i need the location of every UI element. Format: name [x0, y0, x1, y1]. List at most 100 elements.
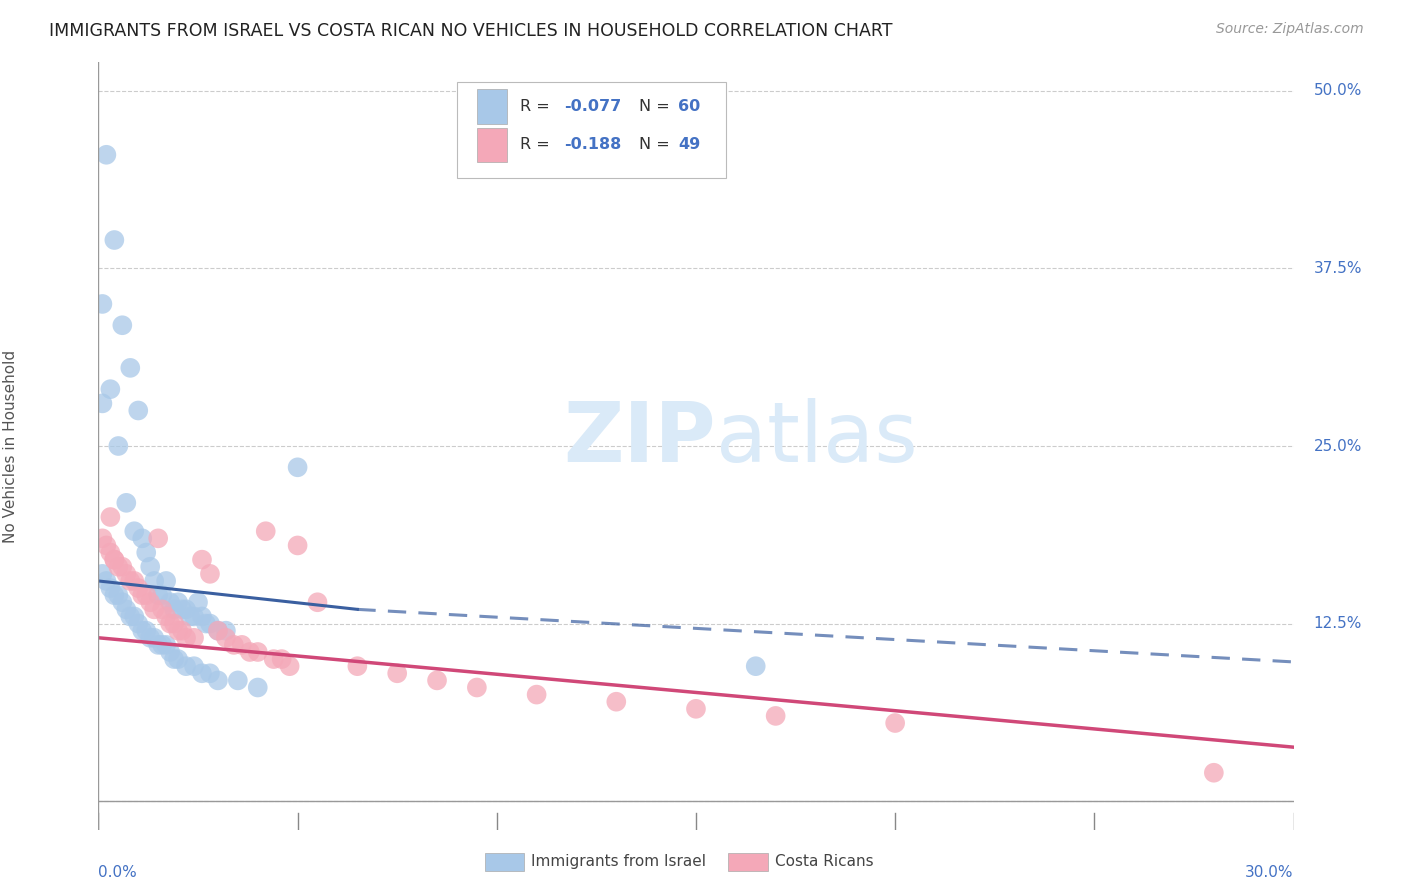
Text: IMMIGRANTS FROM ISRAEL VS COSTA RICAN NO VEHICLES IN HOUSEHOLD CORRELATION CHART: IMMIGRANTS FROM ISRAEL VS COSTA RICAN NO…: [49, 22, 893, 40]
Point: [124, 524, 146, 539]
Text: R =: R =: [520, 99, 555, 114]
Point: [111, 318, 134, 333]
Text: N =: N =: [638, 99, 675, 114]
Point: [215, 631, 238, 645]
Point: [167, 595, 190, 609]
Point: [207, 673, 229, 688]
Point: [103, 233, 125, 247]
Point: [246, 645, 269, 659]
Point: [111, 595, 134, 609]
Point: [207, 624, 229, 638]
Point: [163, 652, 186, 666]
Point: [91, 297, 114, 311]
Text: Costa Ricans: Costa Ricans: [775, 855, 873, 869]
Point: [263, 652, 285, 666]
Point: [135, 545, 157, 559]
Point: [183, 659, 205, 673]
Point: [155, 574, 177, 588]
Point: [231, 638, 253, 652]
Text: ZIP: ZIP: [564, 399, 716, 479]
Point: [163, 602, 186, 616]
Point: [172, 602, 194, 616]
Point: [107, 588, 129, 602]
Text: -0.188: -0.188: [565, 137, 621, 153]
Point: [91, 396, 114, 410]
Text: 37.5%: 37.5%: [1313, 261, 1362, 276]
Point: [198, 616, 221, 631]
Text: 50.0%: 50.0%: [1313, 83, 1362, 98]
Point: [172, 624, 194, 638]
Point: [115, 602, 138, 616]
Point: [91, 532, 114, 546]
Text: 0.0%: 0.0%: [98, 865, 138, 880]
Point: [150, 638, 173, 652]
Text: No Vehicles in Household: No Vehicles in Household: [3, 350, 18, 542]
Text: atlas: atlas: [716, 399, 918, 479]
Point: [167, 652, 190, 666]
Text: 30.0%: 30.0%: [1246, 865, 1294, 880]
Point: [143, 602, 166, 616]
Text: 25.0%: 25.0%: [1313, 439, 1362, 453]
Point: [465, 681, 488, 695]
Point: [191, 552, 214, 566]
Point: [143, 574, 166, 588]
Point: [385, 666, 409, 681]
Point: [685, 702, 707, 716]
Point: [159, 616, 181, 631]
Point: [174, 631, 197, 645]
Point: [287, 538, 309, 552]
Point: [148, 532, 170, 546]
Point: [115, 566, 138, 581]
Point: [159, 645, 181, 659]
Point: [605, 695, 627, 709]
Point: [143, 631, 166, 645]
Point: [183, 609, 205, 624]
Point: [139, 559, 162, 574]
Point: [287, 460, 309, 475]
Point: [131, 624, 153, 638]
Point: [226, 673, 249, 688]
Point: [346, 659, 368, 673]
Point: [127, 616, 149, 631]
Point: [98, 382, 122, 396]
Point: [120, 574, 142, 588]
Point: [191, 609, 214, 624]
Point: [91, 566, 114, 581]
Text: 12.5%: 12.5%: [1313, 616, 1362, 631]
Point: [131, 532, 153, 546]
Point: [96, 538, 118, 552]
Point: [215, 624, 238, 638]
Point: [139, 595, 162, 609]
Point: [124, 574, 146, 588]
Point: [111, 559, 134, 574]
Point: [270, 652, 292, 666]
Bar: [477, 89, 508, 124]
Point: [98, 510, 122, 524]
Point: [222, 638, 245, 652]
Point: [239, 645, 262, 659]
Point: [107, 559, 129, 574]
Point: [155, 609, 177, 624]
Point: [195, 616, 218, 631]
Point: [103, 552, 125, 566]
Point: [148, 638, 170, 652]
Text: R =: R =: [520, 137, 555, 153]
Point: [131, 588, 153, 602]
Point: [307, 595, 329, 609]
Point: [120, 360, 142, 375]
Text: 49: 49: [678, 137, 700, 153]
Point: [159, 595, 181, 609]
Point: [207, 624, 229, 638]
Point: [745, 659, 768, 673]
Point: [246, 681, 269, 695]
Point: [96, 148, 118, 162]
Point: [135, 588, 157, 602]
Point: [174, 659, 197, 673]
Point: [167, 624, 190, 638]
Point: [198, 566, 221, 581]
Point: [155, 638, 177, 652]
Point: [120, 609, 142, 624]
Point: [765, 709, 787, 723]
Text: Source: ZipAtlas.com: Source: ZipAtlas.com: [1216, 22, 1364, 37]
Text: N =: N =: [638, 137, 675, 153]
